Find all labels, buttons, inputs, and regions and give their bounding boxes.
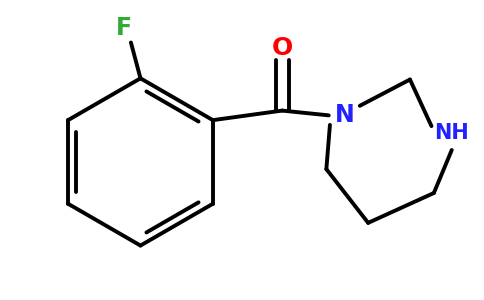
Text: F: F bbox=[116, 16, 132, 40]
Text: O: O bbox=[272, 37, 293, 61]
Text: N: N bbox=[334, 103, 354, 127]
Text: NH: NH bbox=[435, 123, 469, 143]
